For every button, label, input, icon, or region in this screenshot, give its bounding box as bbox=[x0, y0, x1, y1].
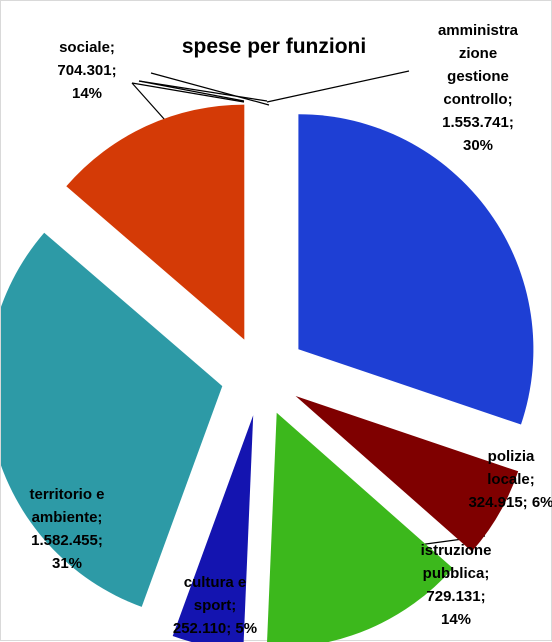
pie-slice-territorio-e-ambiente bbox=[1, 232, 223, 607]
data-label-sociale: sociale; 704.301; 14% bbox=[57, 39, 116, 102]
pie-slice-amministrazione-gestione-controllo bbox=[298, 114, 534, 425]
leader-line-2 bbox=[150, 72, 270, 106]
pie-slices bbox=[1, 104, 534, 642]
pie-slice-istruzione-pubblica bbox=[267, 412, 453, 642]
data-label-polizia-locale: polizia locale; 324.915; 6% bbox=[468, 448, 552, 511]
leader-line-3 bbox=[131, 82, 245, 103]
data-label-istruzione-pubblica: istruzione pubblica; 729.131; 14% bbox=[421, 542, 492, 628]
data-label-amministrazione-gestione-controllo: amministra zione gestione controllo; 1.553.7… bbox=[438, 22, 519, 154]
data-label-cultura-e-sport: cultura e sport; 252.110; 5% bbox=[173, 574, 257, 637]
pie-slice-sociale bbox=[66, 104, 245, 340]
data-label-territorio-e-ambiente: territorio e ambiente; 1.582.455; 31% bbox=[29, 486, 104, 572]
leader-line-0 bbox=[266, 70, 410, 103]
chart-title: spese per funzioni bbox=[182, 35, 366, 58]
pie-slice-polizia-locale bbox=[295, 396, 519, 552]
pie-slice-cultura-e-sport bbox=[172, 415, 254, 642]
leader-line-6 bbox=[138, 80, 268, 102]
data-labels: amministra zione gestione controllo; 1.553.7… bbox=[29, 22, 552, 637]
